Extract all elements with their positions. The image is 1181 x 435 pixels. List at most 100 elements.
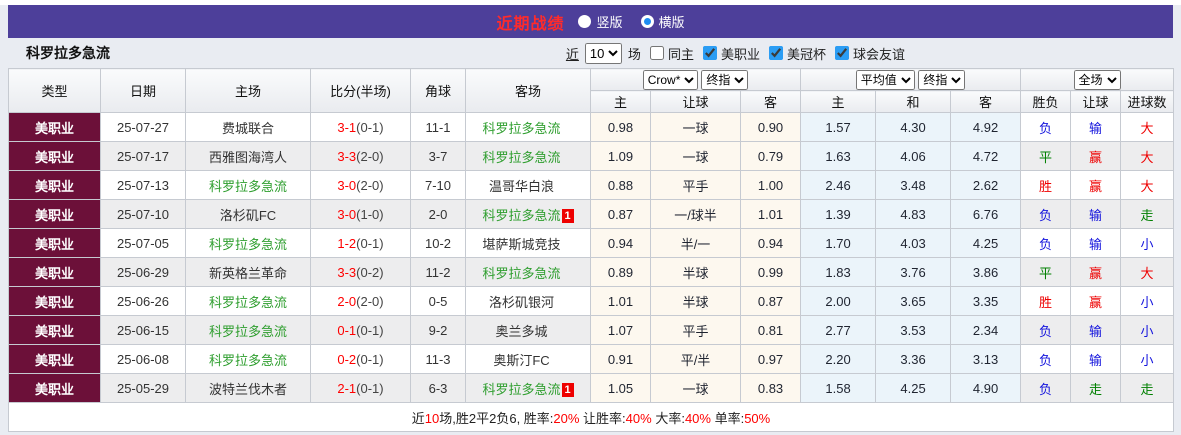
away-team-cell[interactable]: 科罗拉多急流 1 [465,373,591,403]
away-team-name[interactable]: 奥兰多城 [495,323,548,339]
handicap-home-odds-cell: 1.09 [590,141,651,171]
home-team-name[interactable]: 费城联合 [221,120,274,136]
avg-draw-odds-cell: 3.48 [875,170,952,200]
home-team-cell[interactable]: 科罗拉多急流 [185,228,311,258]
filter-controls: 近 10 场 同主 美职业 美冠杯 球会友谊 [565,42,905,64]
league-champions-cup-checkbox[interactable] [768,46,783,60]
home-team-name[interactable]: 新英格兰革命 [208,265,287,281]
home-team-cell[interactable]: 科罗拉多急流 [185,344,311,374]
avg-draw-odds-cell: 4.83 [875,199,952,229]
odds-provider-select[interactable]: Crow* [642,69,698,90]
home-team-cell[interactable]: 科罗拉多急流 [185,286,311,316]
table-row: 美职业 25-07-13 科罗拉多急流 3-0(2-0) 7-10 温哥华白浪 … [8,170,1175,200]
away-team-name[interactable]: 科罗拉多急流 [482,120,561,136]
avg-draw-odds-cell: 3.76 [875,257,952,287]
near-link[interactable]: 近 [565,46,579,62]
handicap-result-cell: 输 [1070,344,1122,374]
fulltime-score: 3-0 [337,206,357,222]
home-team-name[interactable]: 洛杉矶FC [219,207,277,223]
same-home-checkbox[interactable] [649,46,664,60]
result-cell: 负 [1020,344,1072,374]
halftime-score: (0-1) [356,351,384,367]
corners-cell: 10-2 [410,228,466,258]
home-team-cell[interactable]: 费城联合 [185,112,311,142]
avg-home-odds-cell: 2.20 [800,344,877,374]
avg-draw-odds-cell: 3.65 [875,286,952,316]
radio-checked-icon[interactable] [640,15,654,28]
home-team-cell[interactable]: 洛杉矶FC [185,199,311,229]
home-team-name[interactable]: 波特兰伐木者 [208,381,287,397]
home-team-name[interactable]: 科罗拉多急流 [208,352,287,368]
handicap-line-cell: 一/球半 [650,199,741,229]
home-team-cell[interactable]: 新英格兰革命 [185,257,311,287]
goals-result-cell: 小 [1120,344,1175,374]
handicap-line-cell: 半球 [650,257,741,287]
handicap-line-cell: 平手 [650,170,741,200]
odds-stage-select-1[interactable]: 终指 [701,69,749,90]
home-team-name[interactable]: 科罗拉多急流 [208,178,287,194]
away-team-name[interactable]: 科罗拉多急流 [482,149,561,165]
avg-away-odds-cell: 4.25 [950,228,1022,258]
avg-home-odds-cell: 1.83 [800,257,877,287]
radio-vertical-layout[interactable]: 竖版 [578,12,623,31]
home-team-cell[interactable]: 西雅图海湾人 [185,141,311,171]
fulltime-score: 0-1 [337,322,357,338]
away-team-cell[interactable]: 科罗拉多急流 [465,141,591,171]
subcol-avg-draw: 和 [875,90,952,113]
home-team-cell[interactable]: 科罗拉多急流 [185,170,311,200]
corners-cell: 2-0 [410,199,466,229]
table-row: 美职业 25-06-26 科罗拉多急流 2-0(2-0) 0-5 洛杉矶银河 1… [8,286,1175,316]
away-team-cell[interactable]: 科罗拉多急流 [465,257,591,287]
average-select[interactable]: 平均值 [855,69,915,90]
table-row: 美职业 25-07-27 费城联合 3-1(0-1) 11-1 科罗拉多急流 0… [8,112,1175,142]
away-team-name[interactable]: 奥斯汀FC [493,352,550,368]
away-team-name[interactable]: 科罗拉多急流 [482,207,561,223]
handicap-away-odds-cell: 0.79 [739,141,802,171]
subcol-avg-home: 主 [800,90,877,113]
home-team-cell[interactable]: 波特兰伐木者 [185,373,311,403]
away-team-cell[interactable]: 科罗拉多急流 [465,112,591,142]
league-mls-checkbox[interactable] [702,46,717,60]
odds-stage-select-2[interactable]: 终指 [918,69,966,90]
handicap-result-cell: 赢 [1070,141,1122,171]
home-team-name[interactable]: 科罗拉多急流 [208,236,287,252]
col-header-type: 类型 [8,68,101,113]
same-home-label: 同主 [667,46,694,62]
halftime-score: (1-0) [356,206,384,222]
goals-result-cell: 走 [1120,373,1175,403]
radio-unchecked-icon[interactable] [578,15,592,28]
subcol-goals-result: 进球数 [1120,90,1175,113]
home-team-name[interactable]: 西雅图海湾人 [208,149,287,165]
goals-result-cell: 大 [1120,141,1175,171]
match-period-select[interactable]: 全场 [1073,69,1121,90]
summary-segment: 50% [744,410,771,426]
avg-away-odds-cell: 3.86 [950,257,1022,287]
avg-draw-odds-cell: 3.36 [875,344,952,374]
handicap-result-cell: 赢 [1070,257,1122,287]
recent-results-titlebar: 近期战绩 竖版 横版 [8,5,1173,38]
away-team-cell[interactable]: 奥斯汀FC [465,344,591,374]
radio-horizontal-layout[interactable]: 横版 [640,12,685,31]
home-team-name[interactable]: 科罗拉多急流 [208,323,287,339]
avg-away-odds-cell: 2.62 [950,170,1022,200]
halftime-score: (0-2) [356,264,384,280]
home-team-name[interactable]: 科罗拉多急流 [208,294,287,310]
away-team-cell[interactable]: 科罗拉多急流 1 [465,199,591,229]
league-type-cell: 美职业 [8,112,101,142]
away-team-name[interactable]: 堪萨斯城竞技 [482,236,561,252]
away-team-name[interactable]: 科罗拉多急流 [482,265,561,281]
away-team-cell[interactable]: 堪萨斯城竞技 [465,228,591,258]
away-team-cell[interactable]: 温哥华白浪 [465,170,591,200]
away-team-name[interactable]: 温哥华白浪 [488,178,554,194]
league-friendly-checkbox[interactable] [834,46,849,60]
subcol-result: 胜负 [1020,90,1072,113]
score-cell: 1-2(0-1) [310,228,411,258]
away-team-name[interactable]: 洛杉矶银河 [488,294,554,310]
away-team-cell[interactable]: 洛杉矶银河 [465,286,591,316]
handicap-home-odds-cell: 1.07 [590,315,651,345]
away-team-cell[interactable]: 奥兰多城 [465,315,591,345]
away-team-name[interactable]: 科罗拉多急流 [482,381,561,397]
match-count-select[interactable]: 10 [584,42,622,64]
home-team-cell[interactable]: 科罗拉多急流 [185,315,311,345]
avg-draw-odds-cell: 4.03 [875,228,952,258]
